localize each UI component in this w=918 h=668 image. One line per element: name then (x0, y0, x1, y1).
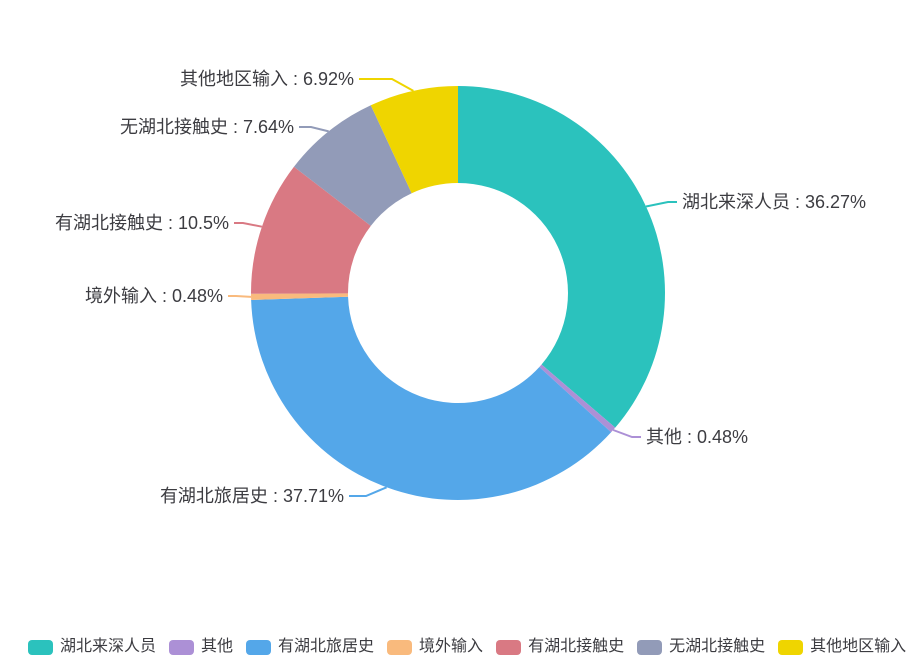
legend-label-3: 有湖北旅居史 (278, 638, 375, 655)
slice-label-6: 无湖北接触史 : 7.64% (120, 117, 294, 137)
donut-chart-svg: 湖北来深人员 : 36.27% 其他 : 0.48% 有湖北旅居史 : 37.71%… (55, 69, 866, 506)
legend-swatch-3 (246, 639, 272, 655)
pie-slice-6[interactable] (293, 105, 412, 226)
pie-slice-1[interactable] (458, 86, 665, 428)
legend-swatch-5 (496, 639, 522, 655)
legend-swatch-2 (169, 639, 195, 655)
slice-label-2: 其他 : 0.48% (646, 427, 748, 447)
slice-label-7: 其他地区输入 : 6.92% (180, 69, 354, 89)
legend-item-5[interactable]: 有湖北接触史 (496, 636, 624, 658)
slice-label-4: 境外输入 : 0.48% (85, 286, 223, 306)
leader-line-5 (234, 222, 263, 228)
legend-label-6: 无湖北接触史 (669, 638, 766, 655)
legend-label-7: 其他地区输入 (810, 638, 907, 655)
leader-line-7 (359, 78, 414, 92)
legend-label-4: 境外输入 (419, 638, 484, 655)
legend-item-2[interactable]: 其他 (169, 636, 233, 658)
leader-line-4 (228, 295, 252, 298)
slice-label-5: 有湖北接触史 : 10.5% (55, 213, 229, 233)
legend-item-6[interactable]: 无湖北接触史 (637, 636, 765, 658)
leader-line-1 (645, 201, 677, 208)
leader-line-6 (299, 126, 329, 133)
pie-slice-2[interactable] (539, 364, 616, 433)
leader-line-3 (349, 486, 387, 497)
pie-slice-3[interactable] (251, 296, 612, 500)
legend-item-7[interactable]: 其他地区输入 (778, 636, 906, 658)
pie-slice-5[interactable] (250, 166, 371, 294)
slice-label-3: 有湖北旅居史 : 37.71% (160, 486, 344, 506)
slice-label-1: 湖北来深人员 : 36.27% (682, 192, 866, 212)
legend-label-2: 其他 (201, 638, 234, 655)
pie-slice-4[interactable] (251, 293, 349, 301)
legend-label-5: 有湖北接触史 (528, 638, 625, 655)
legend-item-4[interactable]: 境外输入 (387, 636, 483, 658)
legend-swatch-4 (387, 639, 413, 655)
leader-line-2 (612, 429, 641, 438)
legend-item-1[interactable]: 湖北来深人员 (28, 636, 156, 658)
legend-swatch-6 (637, 639, 663, 655)
legend: 湖北来深人员 其他 有湖北旅居史 境外输入 有湖北接触史 无湖北接触史 其他地区输入 (28, 636, 906, 658)
legend-item-3[interactable]: 有湖北旅居史 (246, 636, 374, 658)
pie-slice-7[interactable] (370, 86, 458, 194)
legend-swatch-7 (778, 639, 804, 655)
legend-label-1: 湖北来深人员 (60, 638, 157, 655)
legend-swatch-1 (28, 639, 53, 655)
